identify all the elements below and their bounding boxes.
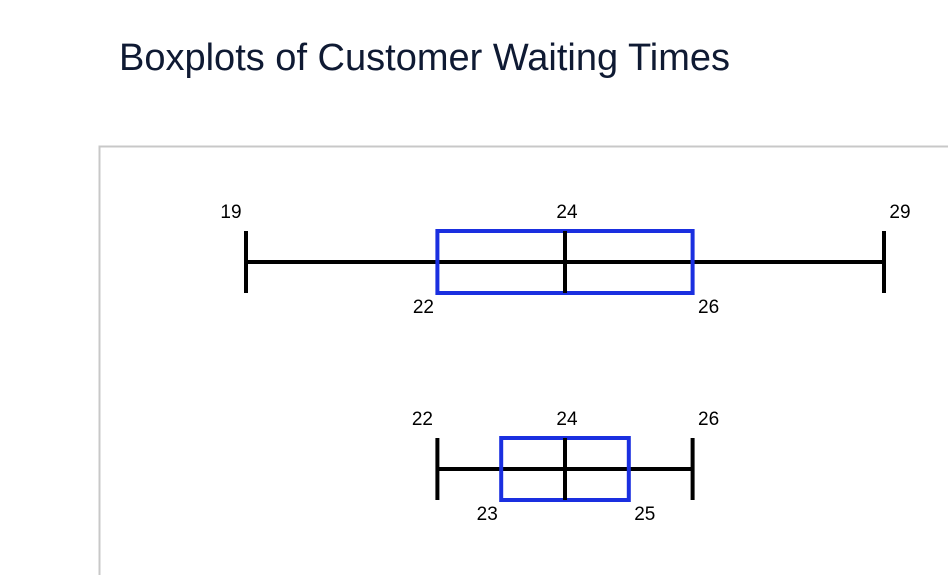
value-label: 23 (477, 504, 498, 525)
value-label: 22 (412, 409, 433, 430)
chart-title: Boxplots of Customer Waiting Times (119, 37, 730, 79)
panel-border (98, 145, 948, 575)
value-label: 25 (634, 504, 655, 525)
value-label: 29 (889, 202, 910, 223)
value-label: 22 (413, 297, 434, 318)
value-label: 24 (556, 202, 578, 223)
value-label: 26 (698, 297, 719, 318)
value-label: 26 (698, 409, 719, 430)
value-label: 19 (220, 202, 241, 223)
value-label: 24 (556, 409, 578, 430)
